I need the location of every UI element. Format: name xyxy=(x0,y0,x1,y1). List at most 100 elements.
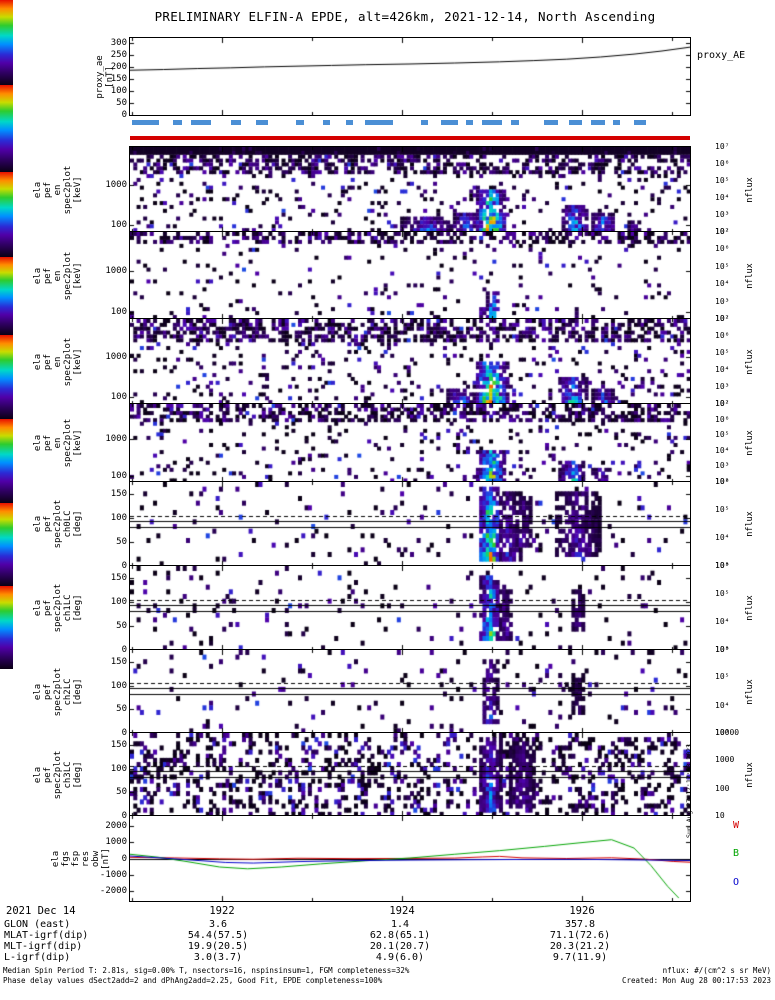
colorbar-tick-label: 10³ xyxy=(715,296,730,306)
x-axis-date-label: 2021 Dec 14 xyxy=(6,905,76,917)
colorbar-tick-label: 10³ xyxy=(715,561,730,570)
info-value: 20.1(20.7) xyxy=(369,941,431,952)
colorbar-tick-label: 10⁷ xyxy=(715,142,730,151)
panel-ch3-ylabel: ela pef spec2plot ch3LC [deg] xyxy=(30,733,86,816)
ytick-label: 150 xyxy=(110,488,127,499)
ytick-label: 150 xyxy=(110,73,127,84)
colorbar-ch3 xyxy=(0,586,13,669)
panel-en2-canvas xyxy=(130,232,690,319)
panel-right-label: proxy_AE xyxy=(697,50,746,61)
ytick-label: 200 xyxy=(110,61,127,72)
panel-ch0 xyxy=(129,481,691,567)
info-row-mlat: MLAT-igrf(dip) 54.4(57.5) 62.8(65.1) 71.… xyxy=(0,930,775,941)
panel-en2 xyxy=(129,231,691,320)
panel-ch0-ylabel: ela pef spec2plot ch0LC [deg] xyxy=(30,482,86,566)
colorbar-tick-label: 10² xyxy=(715,399,730,408)
panel-ch2-ylabel: ela pef spec2plot ch2LC [deg] xyxy=(30,650,86,733)
ytick-label: 0 xyxy=(121,728,127,738)
info-value: 4.9(6.0) xyxy=(375,952,425,963)
panel-en3 xyxy=(129,318,691,405)
colorbar-tick-label: 10² xyxy=(715,477,730,486)
panel-en1 xyxy=(129,146,691,233)
ytick-label: 150 xyxy=(110,739,127,750)
panel-ch2-canvas xyxy=(130,650,690,733)
colorbar-tick-label: 10⁴ xyxy=(715,445,730,455)
availability-segment xyxy=(441,120,459,125)
colorbar-title-text: nflux xyxy=(745,678,755,705)
colorbar-tick-label: 10 xyxy=(715,811,725,820)
colorbar-title-text: nflux xyxy=(745,348,755,375)
ylabel-text: ela pef spec2plot ch2LC [deg] xyxy=(33,667,83,716)
availability-segment xyxy=(230,120,241,125)
colorbar-en2-title: nflux xyxy=(742,232,758,319)
ytick-label: 100 xyxy=(110,597,127,608)
availability-segment xyxy=(295,120,304,125)
availability-segment xyxy=(466,120,473,125)
colorbar-title-text: nflux xyxy=(745,761,755,788)
colorbar-tick-label: 10⁶ xyxy=(715,244,730,254)
colorbar-tick-label: 1000 xyxy=(715,755,735,765)
info-value: 1.4 xyxy=(390,919,410,930)
ylabel-text: ela pef spec2plot ch1LC [deg] xyxy=(33,583,83,633)
side-timestamp: Sun Aug 27 17:17:53 2023 xyxy=(685,744,693,838)
panel-en4-canvas xyxy=(130,404,690,482)
side-timestamp-wrap: Sun Aug 27 17:17:53 2023 xyxy=(682,735,696,847)
info-value: 62.8(65.1) xyxy=(369,930,431,941)
ytick-label: 1000 xyxy=(105,266,127,277)
colorbar-tick-label: 10⁵ xyxy=(715,261,730,271)
ytick-label: 300 xyxy=(110,37,127,48)
colorbar-tick-label: 10² xyxy=(715,227,730,236)
panel-ch3-canvas xyxy=(130,733,690,816)
colorbar-ch2-title: nflux xyxy=(742,650,758,733)
info-label: MLAT-igrf(dip) xyxy=(4,930,89,941)
info-value: 19.9(20.5) xyxy=(187,941,249,952)
x-tick-label-1924: 1924 xyxy=(389,905,415,917)
colorbar-tick-label: 10⁶ xyxy=(715,331,730,340)
colorbar-tick-label: 10⁷ xyxy=(715,399,730,408)
colorbar-tick-label: 10⁵ xyxy=(715,176,730,185)
colorbar-tick-label: 10⁶ xyxy=(715,477,730,486)
x-tick-label-1922: 1922 xyxy=(209,905,235,917)
colorbar-tick-label: 10⁵ xyxy=(715,430,730,440)
ytick-label: 150 xyxy=(110,572,127,583)
panel-ch1-ylabel: ela pef spec2plot ch1LC [deg] xyxy=(30,566,86,650)
info-value: 20.3(21.2) xyxy=(549,941,611,952)
availability-segment xyxy=(544,120,558,125)
colorbar-en3-title: nflux xyxy=(742,319,758,404)
colorbar-tick-label: 10⁵ xyxy=(715,504,730,514)
colorbar-tick-label: 10⁶ xyxy=(715,159,730,168)
colorbar-tick-label: 10⁶ xyxy=(715,414,730,424)
colorbar-tick-label: 10³ xyxy=(715,210,730,219)
info-row-mlt: MLT-igrf(dip) 19.9(20.5) 20.1(20.7) 20.3… xyxy=(0,941,775,952)
panel-ch1-canvas xyxy=(130,566,690,650)
ytick-label: 0 xyxy=(121,561,127,571)
colorbar-tick-label: 10⁴ xyxy=(715,279,730,289)
colorbar-tick-label: 10³ xyxy=(715,461,730,471)
ylabel-text: ela pef en spec2plot [keV] xyxy=(33,418,83,468)
ytick-label: 250 xyxy=(110,49,127,60)
ytick-label: 100 xyxy=(110,220,127,231)
colorbar-ch1-title: nflux xyxy=(742,566,758,650)
ytick-label: 100 xyxy=(110,307,127,317)
panel-proxy_ae xyxy=(129,37,691,116)
colorbar-tick-label: 100 xyxy=(715,783,730,793)
availability-bar xyxy=(130,120,690,125)
ytick-label: 2000 xyxy=(105,820,127,831)
info-value: 9.7(11.9) xyxy=(552,952,608,963)
plot-title: PRELIMINARY ELFIN-A EPDE, alt=426km, 202… xyxy=(154,9,656,24)
availability-segment xyxy=(612,120,620,125)
info-value: 71.1(72.6) xyxy=(549,930,611,941)
panel-en1-canvas xyxy=(130,147,690,232)
info-value: 54.4(57.5) xyxy=(187,930,249,941)
panel-ch2 xyxy=(129,649,691,734)
colorbar-ch3-title: nflux xyxy=(742,733,758,816)
colorbar-title-text: nflux xyxy=(745,511,755,537)
ytick-label: 1000 xyxy=(105,837,127,848)
footer-phase-delay: Phase delay values dSect2add=2 and dPhAn… xyxy=(3,976,383,985)
colorbar-tick-label: 10³ xyxy=(715,382,730,391)
availability-segment xyxy=(132,120,160,125)
ytick-label: 1000 xyxy=(105,352,127,363)
info-label: MLT-igrf(dip) xyxy=(4,941,83,952)
ytick-label: 50 xyxy=(116,98,127,108)
